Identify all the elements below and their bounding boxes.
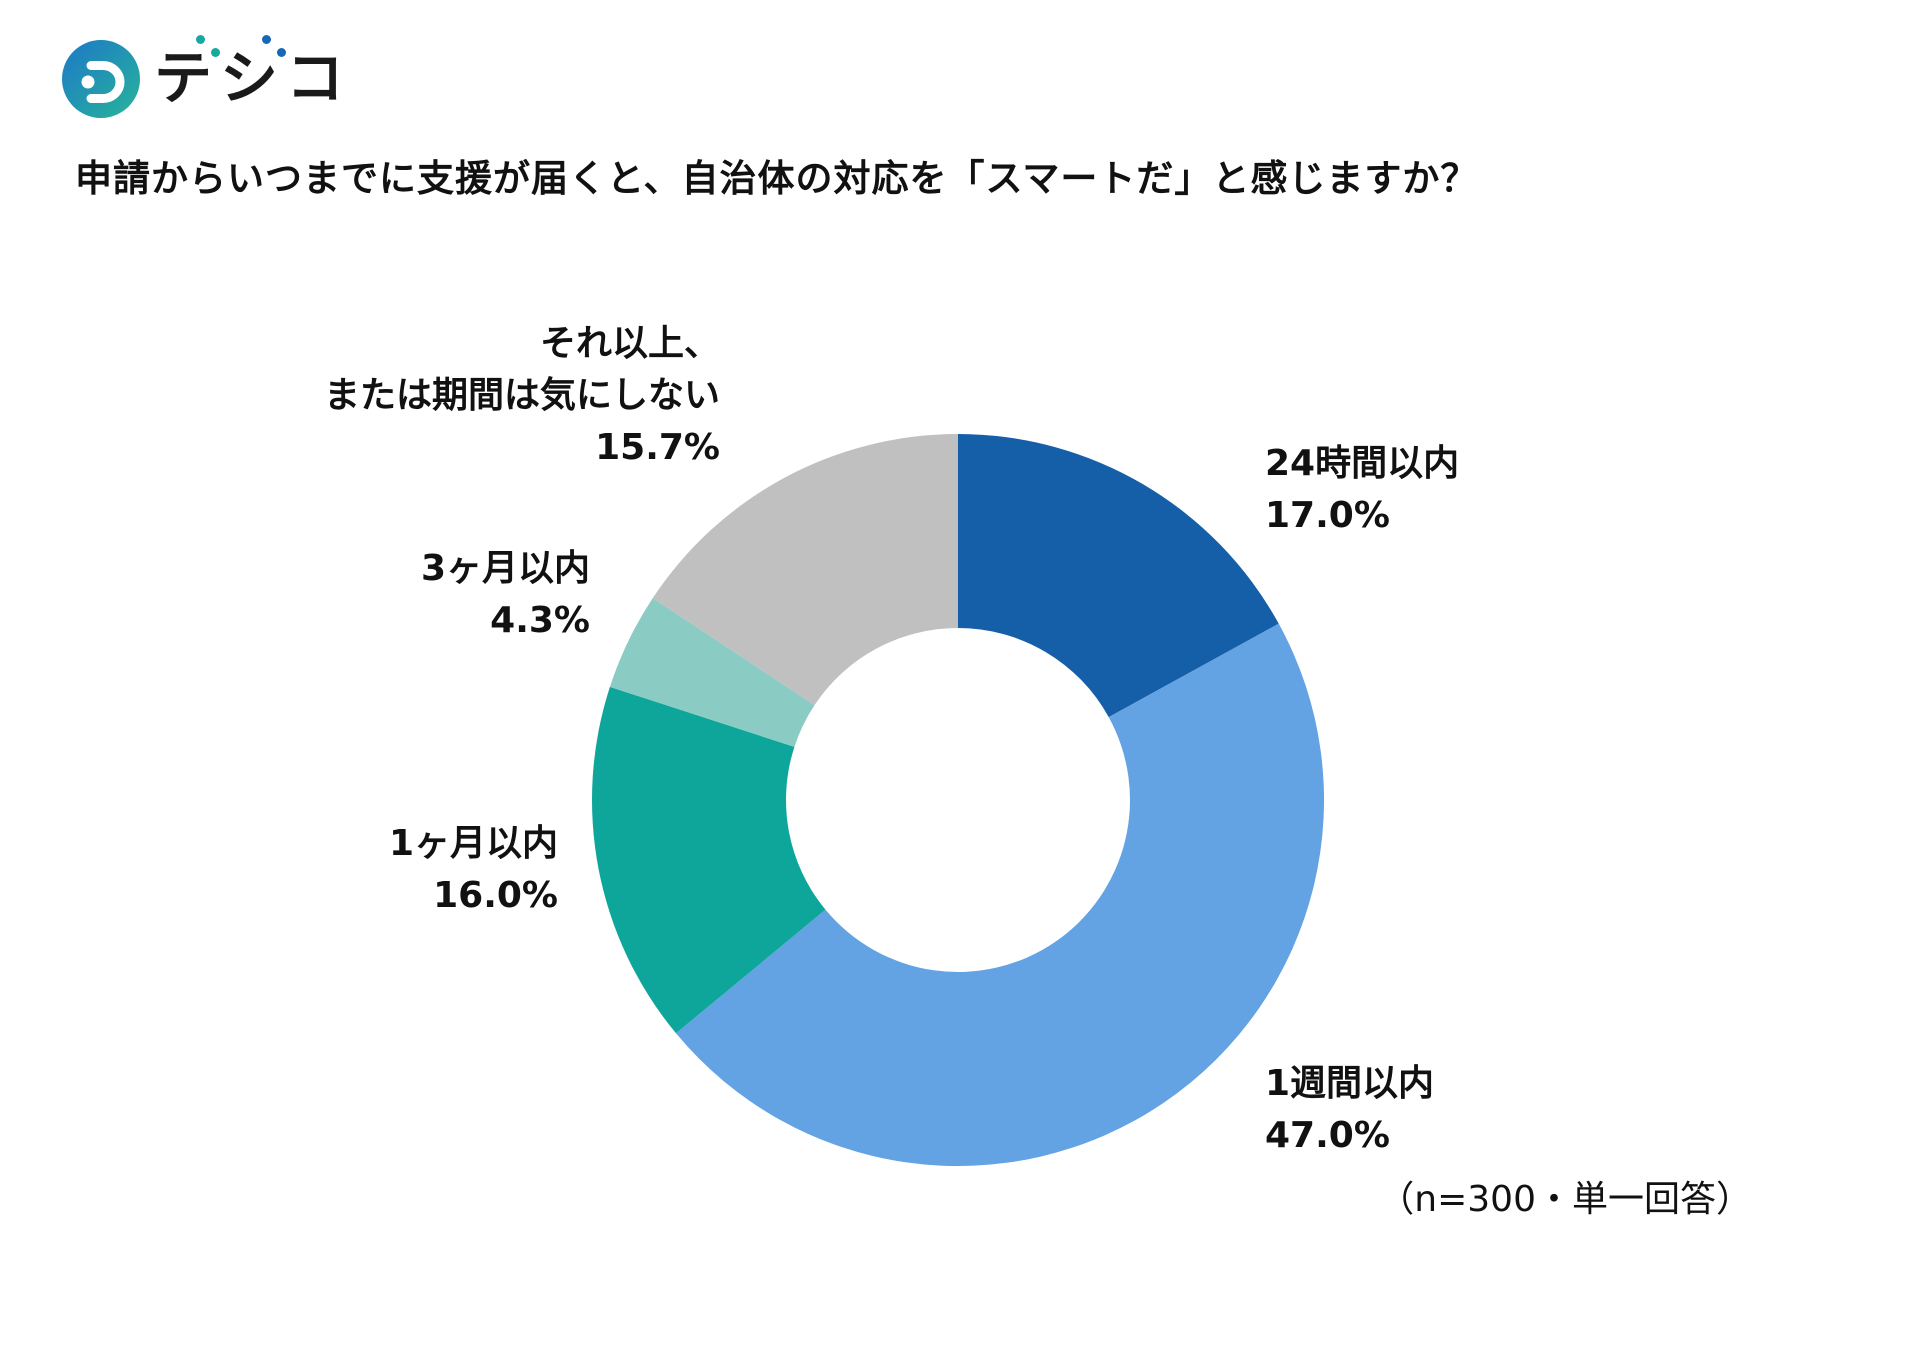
logo-char: シ xyxy=(220,35,287,107)
segment-label-text: 1ヶ月以内 xyxy=(388,823,558,864)
logo-char-base: コ xyxy=(286,44,347,112)
segment-label-24hours: 24時間以内 17.0% xyxy=(1265,438,1459,542)
logo-char: テ xyxy=(154,35,221,107)
donut-segment-3 xyxy=(609,598,815,747)
donut-chart xyxy=(591,434,1325,1167)
segment-label-text: または期間は気にしない xyxy=(323,375,720,416)
segment-label-text: 1週間以内 xyxy=(1265,1063,1435,1104)
segment-label-value: 4.3% xyxy=(490,600,590,641)
dakuten-dots-icon xyxy=(196,35,221,57)
dakuten-dots-icon xyxy=(262,35,287,57)
segment-label-text: 24時間以内 xyxy=(1265,443,1460,484)
segment-label-value: 47.0% xyxy=(1265,1115,1390,1156)
donut-segment-2 xyxy=(591,686,826,1034)
segment-label-longer-or-dont-care: それ以上、 または期間は気にしない 15.7% xyxy=(324,318,720,474)
donut-segment-1 xyxy=(675,623,1325,1167)
segment-label-3months: 3ヶ月以内 4.3% xyxy=(421,543,590,647)
logo-char-base: シ xyxy=(220,44,281,112)
donut-chart-container xyxy=(568,410,1348,1190)
segment-label-text: 3ヶ月以内 xyxy=(420,548,590,589)
logo-char: コ xyxy=(286,49,346,107)
sample-size-note: （n=300・単一回答） xyxy=(1378,1179,1752,1220)
segment-label-1month: 1ヶ月以内 16.0% xyxy=(389,818,558,922)
page-title: 申請からいつまでに支援が届くと、自治体の対応を「スマートだ」と感じますか？ xyxy=(75,157,1479,200)
segment-label-value: 15.7% xyxy=(595,427,720,468)
segment-label-value: 16.0% xyxy=(433,875,558,916)
logo-wordmark: テ シ コ xyxy=(154,35,346,109)
segment-label-text: それ以上、 xyxy=(539,323,720,364)
segment-label-value: 17.0% xyxy=(1265,495,1390,536)
digico-logo-icon xyxy=(62,40,140,118)
donut-segment-0 xyxy=(958,434,1279,718)
logo: テ シ コ xyxy=(62,35,346,118)
segment-label-1week: 1週間以内 47.0% xyxy=(1265,1058,1434,1162)
donut-segment-4 xyxy=(652,434,958,706)
logo-char-base: テ xyxy=(154,44,215,112)
